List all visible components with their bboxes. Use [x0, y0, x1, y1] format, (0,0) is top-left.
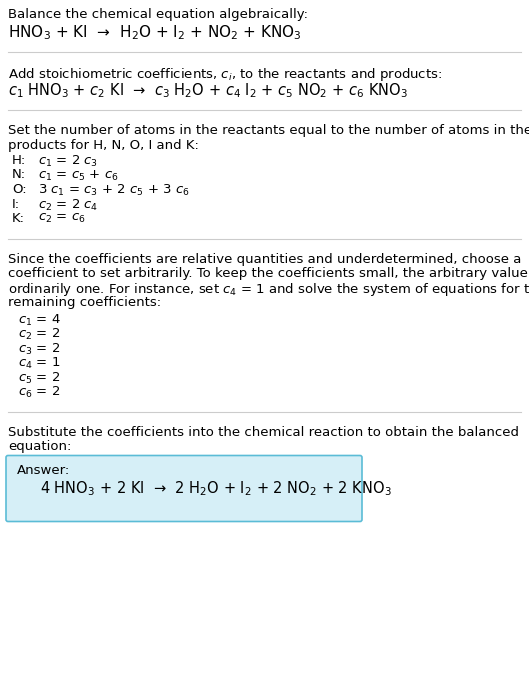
Text: Set the number of atoms in the reactants equal to the number of atoms in the: Set the number of atoms in the reactants…	[8, 124, 529, 137]
Text: remaining coefficients:: remaining coefficients:	[8, 296, 161, 309]
Text: HNO$_3$ + KI  →  H$_2$O + I$_2$ + NO$_2$ + KNO$_3$: HNO$_3$ + KI → H$_2$O + I$_2$ + NO$_2$ +…	[8, 23, 302, 42]
Text: 3 $c_1$ = $c_3$ + 2 $c_5$ + 3 $c_6$: 3 $c_1$ = $c_3$ + 2 $c_5$ + 3 $c_6$	[38, 183, 189, 198]
Text: K:: K:	[12, 212, 25, 225]
Text: H:: H:	[12, 154, 26, 167]
Text: $c_1$ = $c_5$ + $c_6$: $c_1$ = $c_5$ + $c_6$	[38, 168, 118, 183]
Text: $c_1$ HNO$_3$ + $c_2$ KI  →  $c_3$ H$_2$O + $c_4$ I$_2$ + $c_5$ NO$_2$ + $c_6$ K: $c_1$ HNO$_3$ + $c_2$ KI → $c_3$ H$_2$O …	[8, 82, 408, 100]
Text: Answer:: Answer:	[17, 464, 70, 477]
FancyBboxPatch shape	[6, 455, 362, 521]
Text: $c_3$ = 2: $c_3$ = 2	[18, 341, 60, 357]
Text: $c_2$ = 2 $c_4$: $c_2$ = 2 $c_4$	[38, 197, 98, 212]
Text: N:: N:	[12, 168, 26, 181]
Text: $c_6$ = 2: $c_6$ = 2	[18, 385, 60, 400]
Text: $c_1$ = 2 $c_3$: $c_1$ = 2 $c_3$	[38, 154, 98, 169]
Text: $c_4$ = 1: $c_4$ = 1	[18, 356, 60, 371]
Text: $c_5$ = 2: $c_5$ = 2	[18, 370, 60, 385]
Text: $c_1$ = 4: $c_1$ = 4	[18, 313, 61, 328]
Text: Balance the chemical equation algebraically:: Balance the chemical equation algebraica…	[8, 8, 308, 21]
Text: products for H, N, O, I and K:: products for H, N, O, I and K:	[8, 139, 199, 152]
Text: I:: I:	[12, 197, 20, 210]
Text: equation:: equation:	[8, 440, 71, 453]
Text: Substitute the coefficients into the chemical reaction to obtain the balanced: Substitute the coefficients into the che…	[8, 425, 519, 438]
Text: ordinarily one. For instance, set $c_4$ = 1 and solve the system of equations fo: ordinarily one. For instance, set $c_4$ …	[8, 282, 529, 298]
Text: O:: O:	[12, 183, 26, 196]
Text: Add stoichiometric coefficients, $c_i$, to the reactants and products:: Add stoichiometric coefficients, $c_i$, …	[8, 66, 442, 83]
Text: $c_2$ = $c_6$: $c_2$ = $c_6$	[38, 212, 86, 225]
Text: coefficient to set arbitrarily. To keep the coefficients small, the arbitrary va: coefficient to set arbitrarily. To keep …	[8, 267, 529, 280]
Text: $c_2$ = 2: $c_2$ = 2	[18, 327, 60, 342]
Text: 4 HNO$_3$ + 2 KI  →  2 H$_2$O + I$_2$ + 2 NO$_2$ + 2 KNO$_3$: 4 HNO$_3$ + 2 KI → 2 H$_2$O + I$_2$ + 2 …	[40, 480, 392, 498]
Text: Since the coefficients are relative quantities and underdetermined, choose a: Since the coefficients are relative quan…	[8, 253, 522, 265]
